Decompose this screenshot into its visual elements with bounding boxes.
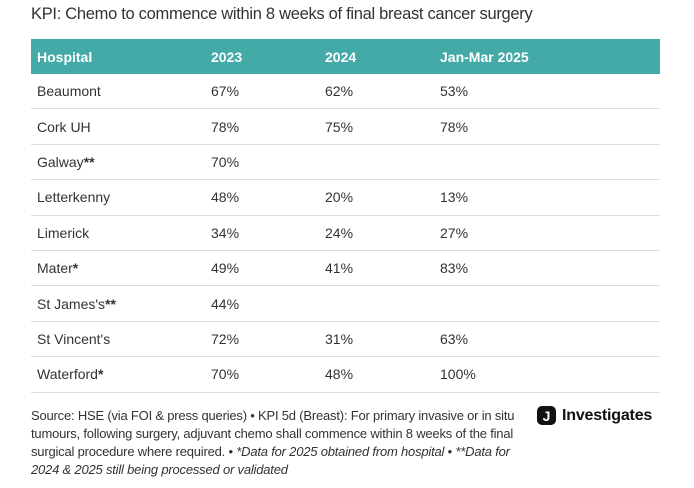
- column-header-2023: 2023: [211, 48, 243, 65]
- cell-2023: 48%: [211, 189, 240, 206]
- table-row: St Vincent's 72% 31% 63%: [31, 322, 660, 358]
- footnote-marker: *: [72, 260, 79, 277]
- logo-text: Investigates: [562, 406, 653, 424]
- kpi-table: Hospital 2023 2024 Jan-Mar 2025 Beaumont…: [31, 39, 660, 393]
- cell-hospital: Beaumont: [31, 83, 211, 99]
- cell-2023: 78%: [211, 118, 240, 135]
- column-header-jan-mar-2025: Jan-Mar 2025: [440, 48, 529, 65]
- cell-2023: 49%: [211, 260, 240, 277]
- cell-hospital: St Vincent's: [31, 331, 211, 347]
- cell-2023: 44%: [211, 295, 240, 312]
- footnote-marker: *: [97, 366, 104, 383]
- cell-jan-mar-2025: 53%: [440, 83, 469, 100]
- hospital-name: St James's: [37, 295, 106, 312]
- footnote-marker: **: [105, 295, 116, 312]
- cell-hospital: St James's**: [31, 296, 211, 312]
- hospital-name: Galway: [37, 153, 84, 170]
- footnote-single-asterisk: *Data for 2025 obtained from hospital: [236, 444, 445, 459]
- cell-hospital: Limerick: [31, 225, 211, 241]
- cell-jan-mar-2025: 63%: [440, 330, 469, 347]
- cell-2023: 34%: [211, 224, 240, 241]
- table-row: Mater* 49% 41% 83%: [31, 251, 660, 287]
- cell-hospital: Mater*: [31, 260, 211, 276]
- cell-jan-mar-2025: 27%: [440, 224, 469, 241]
- table-row: Galway** 70%: [31, 145, 660, 181]
- cell-jan-mar-2025: 83%: [440, 260, 469, 277]
- table-row: St James's** 44%: [31, 286, 660, 322]
- cell-2023: 70%: [211, 366, 240, 383]
- hospital-name: Beaumont: [37, 83, 101, 100]
- hospital-name: Mater: [37, 260, 73, 277]
- investigates-logo: J Investigates: [537, 406, 652, 425]
- hospital-name: Cork UH: [37, 118, 91, 135]
- cell-2023: 67%: [211, 83, 240, 100]
- table-row: Cork UH 78% 75% 78%: [31, 109, 660, 145]
- hospital-name: Limerick: [37, 224, 90, 241]
- cell-jan-mar-2025: 100%: [440, 366, 476, 383]
- cell-jan-mar-2025: 78%: [440, 118, 469, 135]
- cell-hospital: Galway**: [31, 154, 211, 170]
- source-text: Source: HSE (via FOI & press queries) • …: [31, 408, 515, 459]
- cell-2024: 75%: [325, 118, 354, 135]
- column-header-hospital: Hospital: [37, 48, 93, 65]
- table-row: Letterkenny 48% 20% 13%: [31, 180, 660, 216]
- logo-j-icon: J: [537, 406, 556, 425]
- cell-2023: 72%: [211, 330, 240, 347]
- table-row: Beaumont 67% 62% 53%: [31, 74, 660, 110]
- table-row: Limerick 34% 24% 27%: [31, 216, 660, 251]
- cell-hospital: Cork UH: [31, 119, 211, 135]
- footnote-marker: **: [83, 153, 95, 170]
- cell-2024: 62%: [325, 83, 354, 100]
- cell-2024: 48%: [325, 366, 354, 383]
- table-row: Waterford* 70% 48% 100%: [31, 357, 660, 393]
- table-header-row: Hospital 2023 2024 Jan-Mar 2025: [31, 39, 660, 74]
- cell-2023: 70%: [211, 153, 240, 170]
- footnote: Source: HSE (via FOI & press queries) • …: [31, 407, 521, 479]
- cell-2024: 41%: [325, 260, 354, 277]
- cell-hospital: Waterford*: [31, 366, 211, 382]
- cell-jan-mar-2025: 13%: [440, 189, 469, 206]
- hospital-name: Waterford: [37, 366, 98, 383]
- cell-2024: 31%: [325, 330, 354, 347]
- cell-2024: 24%: [325, 224, 354, 241]
- column-header-2024: 2024: [325, 48, 357, 65]
- cell-hospital: Letterkenny: [31, 189, 211, 205]
- footnote-double-asterisk: **Data for 2024 & 2025 still being proce…: [31, 444, 510, 477]
- cell-2024: 20%: [325, 189, 354, 206]
- hospital-name: Letterkenny: [37, 189, 111, 206]
- chart-title: KPI: Chemo to commence within 8 weeks of…: [31, 5, 533, 23]
- footnote-separator: •: [444, 444, 456, 459]
- hospital-name: St Vincent's: [37, 330, 111, 347]
